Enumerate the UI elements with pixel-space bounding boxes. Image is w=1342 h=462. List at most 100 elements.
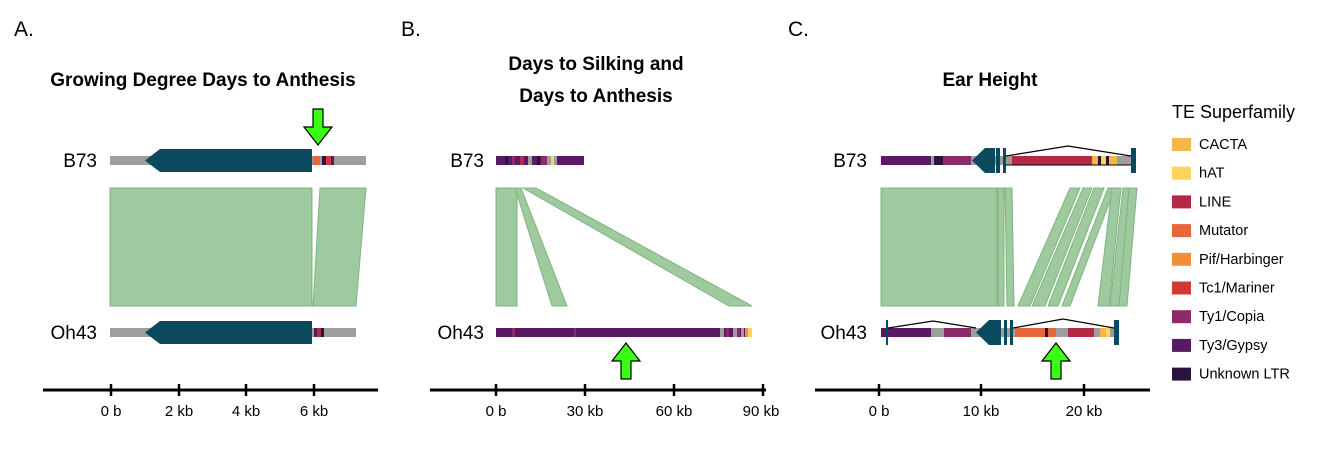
intron-line bbox=[1005, 145, 1132, 157]
legend-item-label: CACTA bbox=[1199, 137, 1247, 153]
panel-c: C. Ear Height B73 Oh43 bbox=[788, 18, 1150, 420]
te-block bbox=[313, 156, 320, 165]
te-block bbox=[321, 328, 324, 337]
gene-exon bbox=[886, 320, 888, 345]
panel-a: A. Growing Degree Days to Anthesis B73 O… bbox=[14, 18, 378, 420]
gene-block bbox=[145, 149, 312, 172]
axis-tick-label: 4 kb bbox=[232, 403, 260, 420]
te-block bbox=[554, 156, 557, 165]
legend-swatch bbox=[1172, 138, 1191, 151]
synteny-ribbon bbox=[521, 187, 753, 307]
synteny-ribbon bbox=[1118, 187, 1138, 307]
genome-label-b73: B73 bbox=[63, 151, 97, 172]
gene-exon bbox=[996, 148, 1000, 173]
te-block bbox=[1045, 328, 1048, 337]
oh43-te-track bbox=[496, 328, 752, 337]
panel-b-letter: B. bbox=[401, 18, 421, 41]
synteny-ribbon bbox=[312, 187, 367, 307]
te-block bbox=[1106, 156, 1109, 165]
te-block bbox=[720, 328, 724, 337]
te-block bbox=[314, 328, 317, 337]
panel-a-letter: A. bbox=[14, 18, 34, 41]
te-block bbox=[528, 156, 532, 165]
te-block bbox=[1068, 328, 1094, 337]
te-block bbox=[745, 328, 748, 337]
te-block bbox=[881, 328, 931, 337]
synteny-ribbon bbox=[514, 187, 568, 307]
legend-item-label: Mutator bbox=[1199, 223, 1248, 239]
legend-item-label: LINE bbox=[1199, 194, 1232, 210]
legend-item-label: Pif/Harbinger bbox=[1199, 252, 1284, 268]
te-block bbox=[1098, 156, 1101, 165]
te-block bbox=[574, 328, 576, 337]
te-block bbox=[505, 156, 508, 165]
te-block bbox=[881, 156, 931, 165]
legend-item-label: hAT bbox=[1199, 166, 1225, 182]
synteny-ribbon bbox=[1031, 187, 1093, 307]
highlight-arrow-up bbox=[1040, 342, 1072, 380]
axis-tick-label: 6 kb bbox=[300, 403, 328, 420]
legend: TE Superfamily CACTA hAT LINE Mutator Pif/Ha… bbox=[1172, 102, 1295, 383]
legend-swatch bbox=[1172, 166, 1191, 180]
panel-a-title: Growing Degree Days to Anthesis bbox=[50, 70, 355, 91]
gene-exon bbox=[1131, 148, 1136, 173]
legend-swatch bbox=[1172, 367, 1191, 381]
te-block bbox=[931, 328, 934, 337]
te-block bbox=[551, 156, 554, 165]
panel-b-title-line-1: Days to Silking and bbox=[508, 54, 683, 75]
axis-tick-label: 2 kb bbox=[165, 403, 193, 420]
axis-tick-label: 30 kb bbox=[567, 403, 604, 420]
te-block bbox=[737, 328, 740, 337]
axis-tick-label: 10 kb bbox=[963, 403, 1000, 420]
te-block bbox=[317, 328, 321, 337]
te-block bbox=[512, 156, 515, 165]
axis-tick-label: 0 b bbox=[486, 403, 507, 420]
te-block bbox=[726, 328, 729, 337]
axis-tick-label: 90 kb bbox=[743, 403, 780, 420]
genome-label-b73: B73 bbox=[450, 151, 484, 172]
te-block bbox=[512, 328, 515, 337]
axis-tick-label: 0 b bbox=[101, 403, 122, 420]
legend-swatch bbox=[1172, 281, 1191, 295]
legend-items: CACTA hAT LINE Mutator Pif/Harbinger Tc1/Mari… bbox=[1172, 137, 1290, 383]
legend-swatch bbox=[1172, 338, 1191, 352]
legend-swatch bbox=[1172, 310, 1191, 324]
te-block bbox=[1094, 328, 1100, 337]
te-block bbox=[741, 328, 744, 337]
intron-line bbox=[887, 320, 977, 329]
te-block bbox=[944, 328, 971, 337]
genome-label-oh43: Oh43 bbox=[438, 323, 484, 344]
te-block bbox=[1101, 156, 1106, 165]
gene-exon bbox=[1114, 320, 1119, 345]
intron-line bbox=[1012, 318, 1115, 329]
te-block bbox=[322, 156, 326, 165]
panel-c-letter: C. bbox=[788, 18, 809, 41]
te-block bbox=[326, 156, 331, 165]
gene-exon bbox=[989, 148, 993, 173]
te-block bbox=[1117, 156, 1120, 165]
te-block bbox=[1100, 328, 1106, 337]
panel-b: B. Days to Silking and Days to Anthesis … bbox=[401, 18, 779, 420]
synteny-ribbon bbox=[495, 187, 518, 307]
te-block bbox=[520, 156, 524, 165]
legend-item-label: Unknown LTR bbox=[1199, 367, 1290, 383]
synteny-ribbon bbox=[880, 187, 998, 307]
te-block bbox=[547, 156, 551, 165]
synteny-ribbon bbox=[1004, 187, 1015, 307]
te-block bbox=[1092, 156, 1098, 165]
b73-backbone bbox=[881, 156, 1134, 165]
axis-tick-label: 20 kb bbox=[1066, 403, 1103, 420]
genome-label-oh43: Oh43 bbox=[821, 323, 867, 344]
te-block bbox=[331, 156, 334, 165]
legend-swatch bbox=[1172, 252, 1191, 266]
te-block bbox=[1048, 328, 1056, 337]
highlight-arrow-up bbox=[610, 342, 642, 380]
synteny-ribbon bbox=[1047, 187, 1105, 307]
gene-exon bbox=[1010, 320, 1013, 345]
gene-exon bbox=[1003, 148, 1006, 173]
te-block bbox=[943, 156, 971, 165]
gene-block bbox=[145, 321, 312, 344]
synteny-ribbon bbox=[1017, 187, 1081, 307]
legend-swatch bbox=[1172, 224, 1191, 238]
